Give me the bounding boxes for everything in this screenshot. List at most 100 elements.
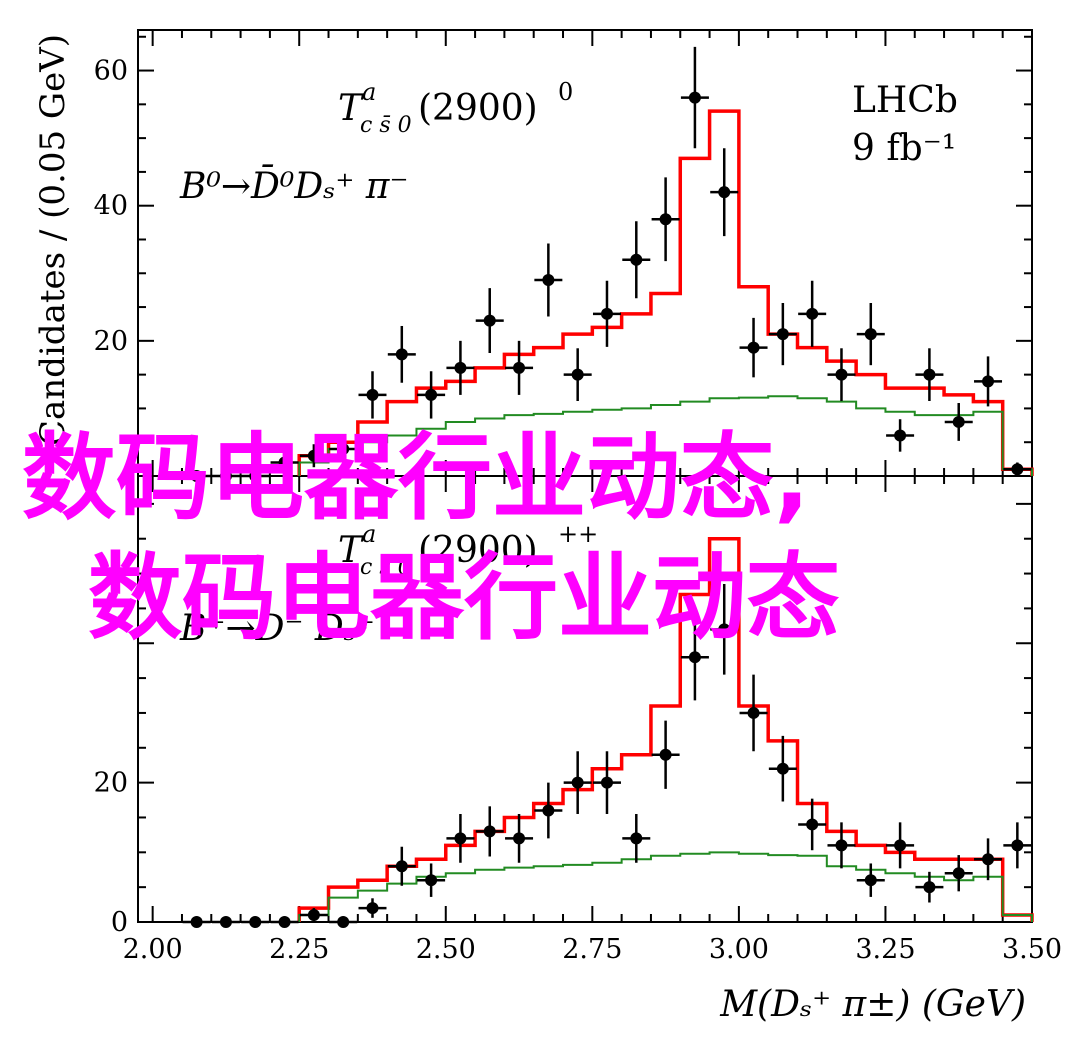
bottom-data-point: [182, 916, 211, 928]
svg-text:(2900): (2900): [418, 88, 538, 129]
top-data-point: [358, 371, 387, 419]
top-decay-label: B⁰→D̄⁰Dₛ⁺ π⁻: [179, 164, 408, 207]
xtick-label: 2.00: [123, 934, 183, 965]
top-data-point: [329, 435, 358, 463]
top-total-fit-curve: [297, 109, 1034, 476]
svg-text:0: 0: [558, 78, 573, 106]
xtick-label: 2.25: [269, 934, 329, 965]
bottom-data-point: [241, 916, 270, 928]
top-data-point: [534, 243, 563, 317]
bottom-data-point: [739, 674, 768, 752]
xtick-label: 3.50: [1002, 934, 1062, 965]
bottom-data-point: [915, 871, 944, 903]
bottom-data-point: [827, 822, 856, 869]
top-data-point: [886, 419, 915, 452]
xtick-label: 2.50: [416, 934, 476, 965]
svg-text:c s̄ 0: c s̄ 0: [360, 113, 412, 138]
bottom-data-point: [856, 863, 885, 897]
bottom-ytick-label: 0: [111, 907, 128, 938]
svg-text:a: a: [362, 520, 376, 548]
top-data-point: [387, 325, 416, 383]
x-axis-title: M(Dₛ⁺ π±) (GeV): [719, 984, 1026, 1025]
top-data-point: [739, 317, 768, 378]
bottom-data-point: [1003, 822, 1032, 869]
bottom-data-point: [270, 916, 299, 928]
top-data-point: [505, 340, 534, 395]
svg-text:c s̄ 0: c s̄ 0: [360, 555, 412, 580]
top-ytick-label: 60: [94, 56, 128, 87]
top-data-point: [475, 288, 504, 354]
bottom-panel-series: [182, 536, 1034, 928]
bottom-total-fit-curve: [297, 536, 1034, 922]
xtick-label: 3.25: [855, 934, 915, 965]
xtick-label: 3.00: [709, 934, 769, 965]
bottom-data-point: [475, 806, 504, 857]
bottom-data-point: [768, 735, 797, 802]
top-data-point: [211, 470, 240, 482]
watermark-line-1: 数码电器行业动态,: [22, 424, 810, 533]
top-background-component-curve: [298, 395, 1033, 476]
top-data-point: [299, 444, 328, 468]
bottom-data-point: [622, 813, 651, 863]
top-data-point: [563, 348, 592, 401]
top-data-point: [622, 221, 651, 299]
top-data-point: [651, 177, 680, 262]
top-ytick-label: 20: [94, 326, 128, 357]
top-data-point: [944, 403, 973, 441]
bottom-state-label: T a c s̄ 0 (2900) ++: [338, 520, 598, 580]
bottom-data-point: [944, 855, 973, 892]
bottom-data-point: [886, 822, 915, 869]
bottom-background-component-curve: [298, 851, 1033, 922]
top-data-point: [1003, 462, 1032, 476]
xtick-label: 2.75: [562, 934, 622, 965]
top-data-point: [182, 470, 211, 482]
svg-text:T: T: [338, 530, 365, 571]
bottom-data-point: [446, 813, 475, 863]
top-state-label: T a c s̄ 0 (2900) 0: [338, 78, 573, 138]
top-ytick-label: 40: [94, 191, 128, 222]
bottom-data-point: [329, 916, 358, 928]
bottom-data-point: [974, 838, 1003, 881]
top-data-point: [856, 303, 885, 366]
bottom-panel-frame: [137, 475, 1033, 923]
bottom-data-point: [534, 782, 563, 839]
svg-text:++: ++: [558, 520, 598, 548]
bottom-data-point: [592, 751, 621, 814]
top-panel-ticks: 20 40 60: [94, 30, 1033, 476]
top-data-point: [974, 356, 1003, 407]
bottom-data-point: [417, 863, 446, 897]
top-data-point: [798, 280, 827, 347]
bottom-data-point: [299, 908, 328, 922]
top-data-point: [827, 348, 856, 401]
bottom-data-point: [387, 846, 416, 886]
top-data-point: [768, 303, 797, 366]
bottom-data-point: [798, 798, 827, 851]
top-data-point: [241, 470, 270, 482]
bottom-data-point: [710, 584, 739, 675]
y-axis-title: Candidates / (0.05 GeV): [33, 34, 73, 446]
bottom-ytick-label: 20: [94, 768, 128, 799]
svg-text:(2900): (2900): [418, 530, 538, 571]
bottom-data-point: [563, 751, 592, 814]
watermark-line-2: 数码电器行业动态: [88, 544, 841, 653]
bottom-panel-ticks: 0 20 2.00 2.25 2.50 2.75 3.00 3.25 3.50: [94, 476, 1062, 965]
top-data-point: [680, 46, 709, 149]
bottom-data-point: [680, 613, 709, 701]
bottom-decay-label: B⁺→D⁻ Dₛ⁺: [179, 608, 375, 649]
experiment-label: LHCb: [852, 80, 958, 121]
top-data-point: [710, 148, 739, 237]
bottom-data-point: [358, 898, 387, 918]
top-data-point: [417, 371, 446, 419]
top-data-point: [592, 280, 621, 347]
svg-text:T: T: [338, 88, 365, 129]
luminosity-label: 9 fb⁻¹: [852, 128, 956, 169]
bottom-data-point: [651, 720, 680, 789]
top-data-point: [915, 348, 944, 401]
top-panel-series: [182, 46, 1034, 482]
bottom-data-point: [505, 813, 534, 863]
top-data-point: [270, 453, 299, 472]
bottom-data-point: [211, 916, 240, 928]
top-data-point: [446, 340, 475, 395]
svg-text:a: a: [362, 78, 376, 106]
